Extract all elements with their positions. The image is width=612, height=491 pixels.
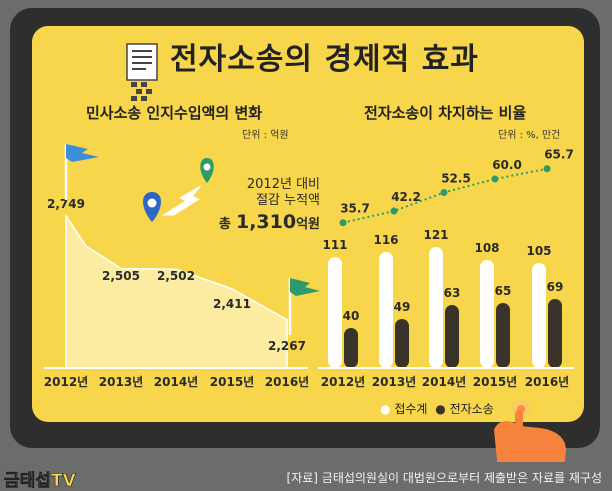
line-point	[339, 219, 347, 227]
legend-item-total: 접수계	[394, 402, 428, 416]
bar-electronic-label: 49	[394, 300, 411, 314]
bar-total-label: 111	[322, 238, 347, 252]
left-area-chart: 2,749 2,505 2,502 2,411 2,267 2012년 2013년 2014년…	[44, 197, 309, 389]
x-tick-label: 2015년	[473, 375, 517, 389]
x-tick-label: 2015년	[210, 375, 254, 389]
bar-total	[379, 252, 393, 368]
flag-icon	[64, 144, 99, 200]
x-tick-label: 2013년	[372, 375, 416, 389]
data-label: 2,505	[102, 269, 140, 283]
annotation-total-prefix: 총	[218, 217, 231, 232]
x-tick-label: 2012년	[44, 375, 88, 389]
line-point-label: 60.0	[492, 158, 522, 172]
right-chart-unit: 단위 : %, 만건	[498, 130, 561, 141]
bar-total	[532, 263, 546, 368]
data-label: 2,502	[157, 269, 195, 283]
x-tick-label: 2014년	[422, 375, 466, 389]
line-point-label: 65.7	[544, 148, 574, 162]
line-point	[543, 165, 551, 173]
savings-annotation: 2012년 대비 절감 누적액 총 1,310억원	[200, 177, 320, 233]
x-tick-label: 2014년	[154, 375, 198, 389]
line-point-label: 52.5	[441, 172, 471, 186]
right-bar-chart: 111 40 116 49 121 63 108 65 105 69 35.7 42.2 52.5 60.…	[318, 148, 574, 389]
legend-item-electronic: 전자소송	[449, 402, 494, 416]
bar-electronic-label: 69	[547, 280, 564, 294]
bar-total	[480, 260, 494, 368]
footer-bar	[0, 462, 612, 490]
channel-logo: 금태섭TV	[4, 471, 76, 491]
page-title: 전자소송의 경제적 효과	[170, 42, 479, 77]
bar-electronic	[344, 328, 358, 368]
right-chart-subtitle: 전자소송이 차지하는 비율	[364, 104, 527, 122]
bar-electronic-label: 40	[343, 309, 360, 323]
source-note: [자료] 금태섭의원실이 대법원으로부터 제출받은 자료를 재구성	[286, 471, 602, 485]
data-label: 2,749	[47, 197, 85, 211]
bar-total-label: 116	[373, 233, 398, 247]
lightning-icon	[158, 182, 205, 217]
annotation-line2: 절감 누적액	[256, 193, 320, 208]
line-point-label: 42.2	[391, 190, 421, 204]
legend-marker: ●	[380, 402, 391, 416]
annotation-total-value: 1,310	[235, 211, 297, 233]
annotation-total-unit: 억원	[296, 217, 320, 232]
legend-marker: ●	[435, 402, 446, 416]
line-point	[390, 207, 398, 215]
legend: ● 접수계 ● 전자소송	[380, 400, 494, 417]
bar-total-label: 121	[423, 228, 448, 242]
bar-total	[429, 247, 443, 368]
map-pin-icon	[143, 192, 161, 222]
bar-total	[328, 257, 342, 368]
line-point	[440, 189, 448, 196]
bar-electronic	[496, 303, 510, 368]
bar-electronic	[548, 299, 562, 368]
left-chart-subtitle: 민사소송 인지수입액의 변화	[86, 104, 263, 122]
bar-electronic-label: 63	[444, 286, 461, 300]
x-tick-label: 2012년	[321, 375, 365, 389]
bar-total-label: 105	[526, 244, 551, 258]
bar-electronic	[445, 305, 459, 368]
x-tick-label: 2016년	[525, 375, 569, 389]
data-label: 2,267	[268, 339, 306, 353]
x-tick-label: 2016년	[265, 375, 309, 389]
bar-total-label: 108	[474, 241, 499, 255]
line-point-label: 35.7	[340, 202, 370, 216]
document-icon	[126, 43, 158, 101]
area-series	[65, 213, 288, 369]
flag-icon	[288, 278, 320, 335]
bar-electronic-label: 65	[495, 284, 512, 298]
annotation-line1: 2012년 대비	[246, 177, 320, 192]
bar-electronic	[395, 319, 409, 368]
data-label: 2,411	[213, 297, 251, 311]
x-tick-label: 2013년	[99, 375, 143, 389]
map-pin-icon	[200, 158, 214, 183]
left-chart-unit: 단위 : 억원	[242, 130, 289, 141]
line-point	[491, 175, 499, 183]
